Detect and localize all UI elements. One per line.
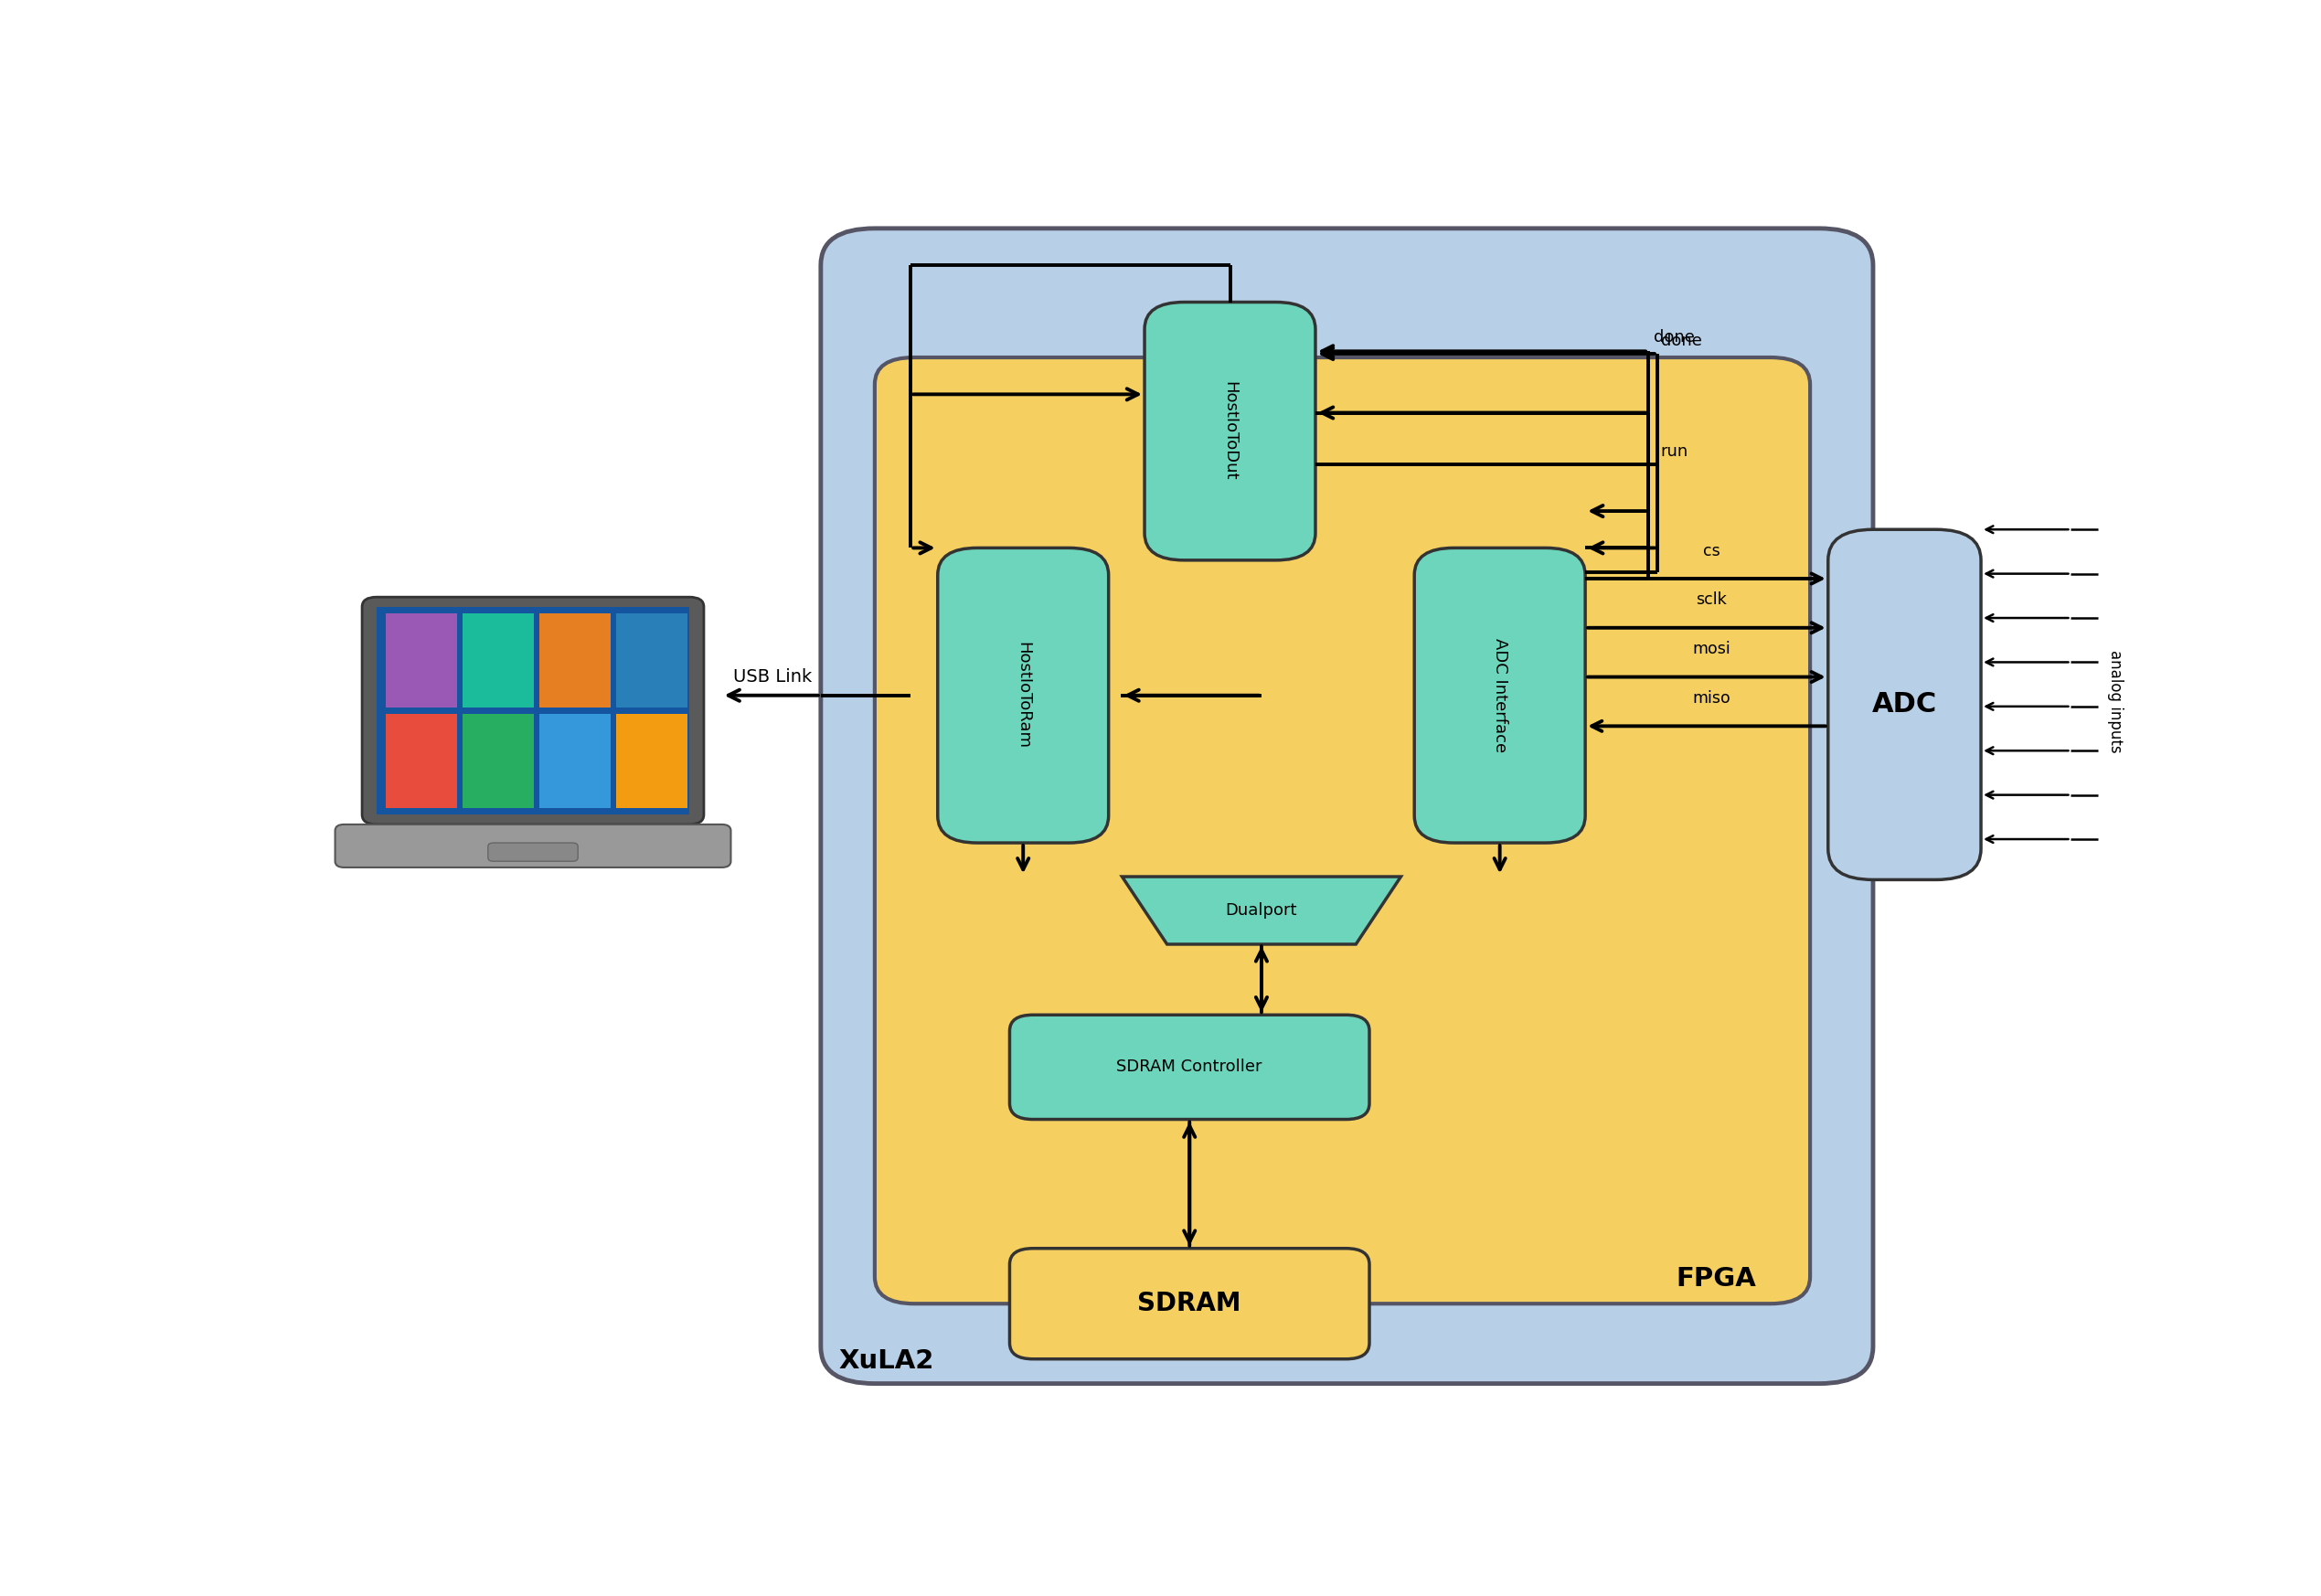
Text: sclk: sclk	[1697, 592, 1727, 608]
Text: run: run	[1662, 444, 1687, 460]
Text: FPGA: FPGA	[1676, 1266, 1757, 1291]
FancyBboxPatch shape	[1413, 547, 1585, 843]
FancyBboxPatch shape	[875, 358, 1810, 1304]
Text: HostIoToRam: HostIoToRam	[1014, 642, 1031, 749]
Polygon shape	[1121, 876, 1402, 945]
FancyBboxPatch shape	[1144, 302, 1316, 560]
FancyBboxPatch shape	[334, 825, 731, 868]
Text: done: done	[1653, 329, 1694, 345]
FancyBboxPatch shape	[1010, 1248, 1369, 1360]
Text: SDRAM: SDRAM	[1137, 1291, 1242, 1317]
FancyBboxPatch shape	[362, 597, 703, 825]
Text: ADC Interface: ADC Interface	[1492, 638, 1509, 753]
FancyBboxPatch shape	[462, 713, 534, 809]
Text: analog inputs: analog inputs	[2107, 650, 2124, 753]
Text: XuLA2: XuLA2	[838, 1349, 933, 1374]
Text: HostIoToDut: HostIoToDut	[1221, 381, 1237, 480]
FancyBboxPatch shape	[385, 613, 457, 707]
Text: mosi: mosi	[1692, 642, 1729, 658]
FancyBboxPatch shape	[487, 843, 578, 862]
Text: done: done	[1662, 332, 1701, 350]
Text: miso: miso	[1692, 689, 1729, 707]
FancyBboxPatch shape	[938, 547, 1109, 843]
FancyBboxPatch shape	[615, 613, 687, 707]
FancyBboxPatch shape	[615, 713, 687, 809]
FancyBboxPatch shape	[376, 606, 689, 814]
FancyBboxPatch shape	[385, 713, 457, 809]
FancyBboxPatch shape	[462, 613, 534, 707]
Text: ADC: ADC	[1873, 691, 1938, 718]
Text: Dualport: Dualport	[1225, 902, 1297, 919]
Text: SDRAM Controller: SDRAM Controller	[1116, 1058, 1263, 1076]
FancyBboxPatch shape	[1010, 1015, 1369, 1119]
FancyBboxPatch shape	[538, 713, 610, 809]
FancyBboxPatch shape	[822, 228, 1873, 1384]
FancyBboxPatch shape	[538, 613, 610, 707]
Text: USB Link: USB Link	[733, 669, 812, 686]
Text: cs: cs	[1704, 543, 1720, 559]
FancyBboxPatch shape	[1829, 530, 1980, 879]
